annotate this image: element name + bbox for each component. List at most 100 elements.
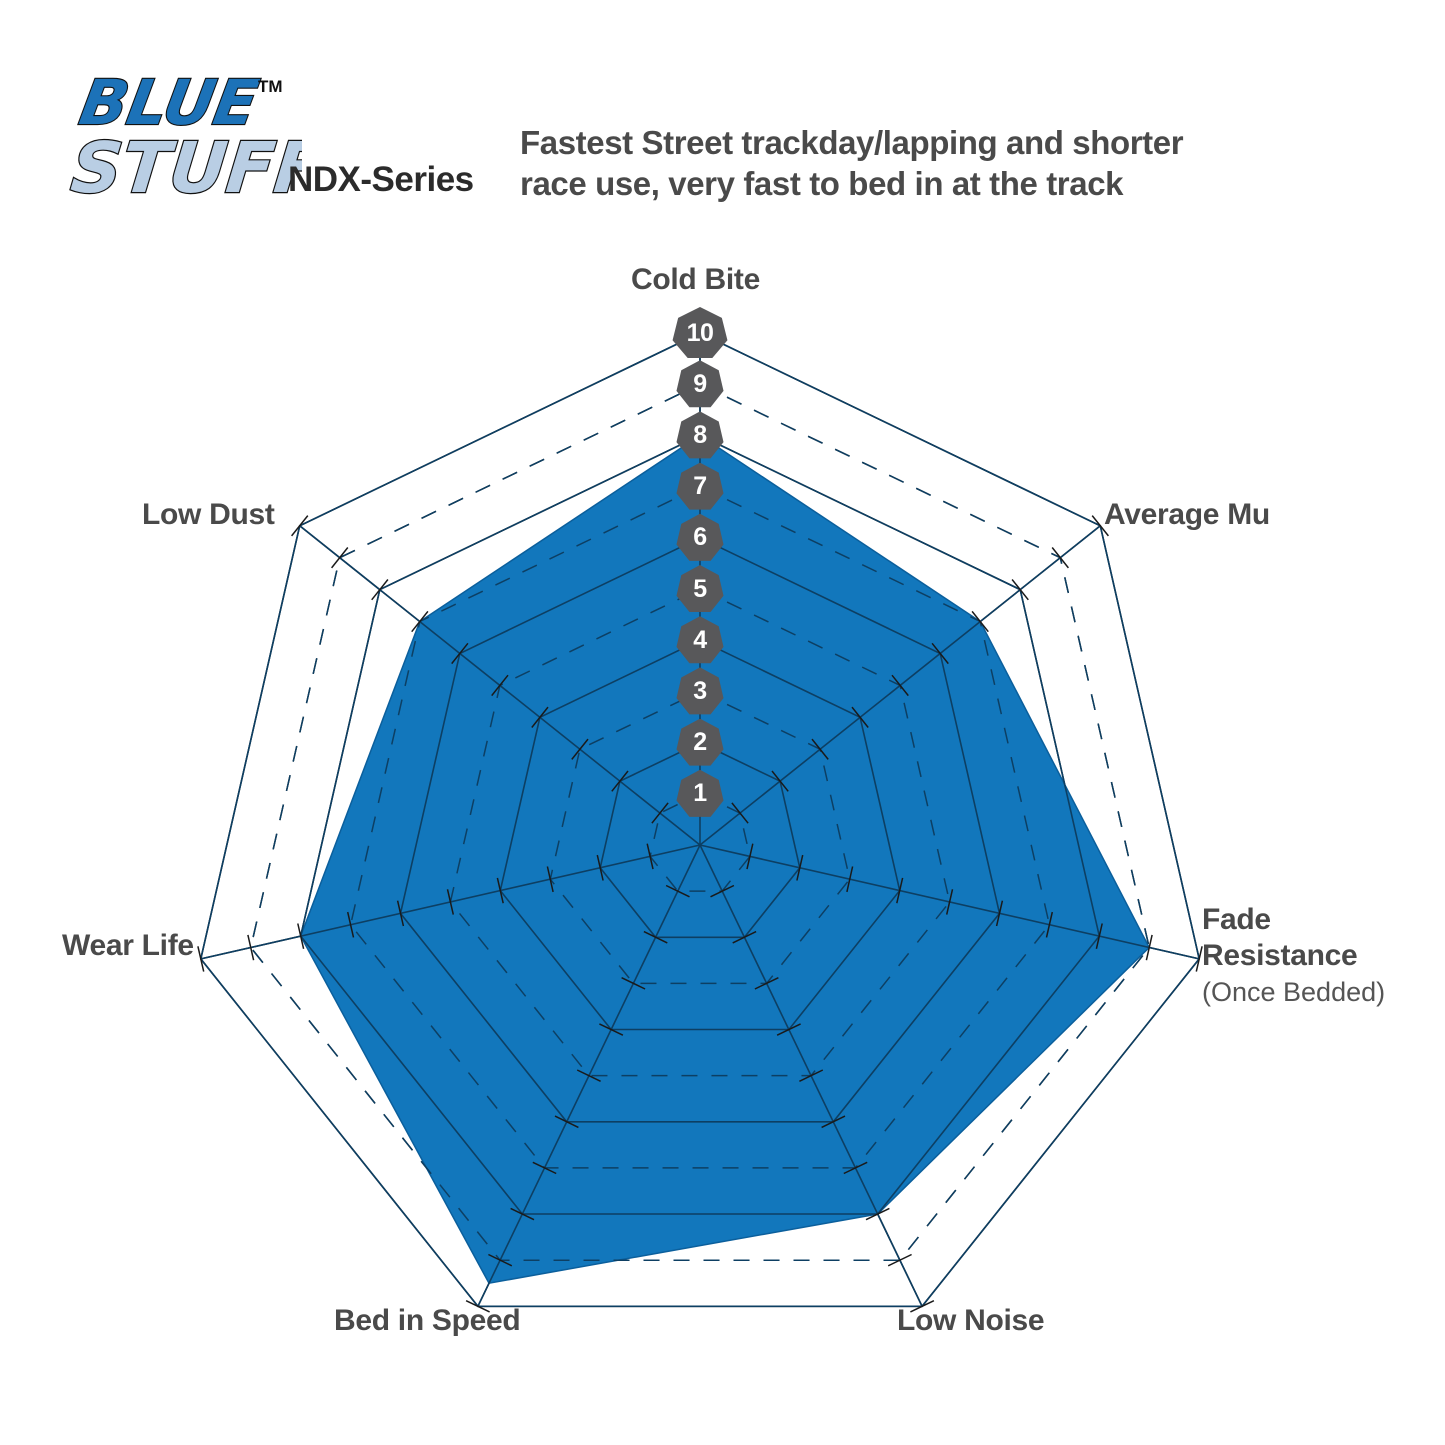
scale-marker-value: 3 — [693, 676, 707, 705]
axis-tick-1-6 — [931, 642, 949, 665]
axis-tick-1-3 — [811, 738, 829, 760]
axis-tick-4-8 — [510, 1207, 535, 1221]
axis-tick-2-10 — [1195, 946, 1203, 972]
axis-tick-6-6 — [451, 642, 469, 665]
scale-marker-3: 3 — [676, 667, 724, 715]
axis-tick-5-1 — [646, 843, 654, 870]
axis-tick-6-10 — [291, 515, 309, 537]
axis-tick-2-7 — [1045, 911, 1054, 938]
headline-line-1: Fastest Street trackday/lapping and shor… — [520, 124, 1184, 161]
axis-tick-2-2 — [796, 854, 804, 881]
axis-tick-1-2 — [771, 770, 789, 792]
logo-word-stuff: STUFF — [66, 126, 302, 210]
svg-text:BLUE: BLUE — [75, 66, 264, 138]
axis-tick-2-9 — [1145, 934, 1153, 961]
axis-tick-6-3 — [571, 738, 589, 760]
scale-marker-value: 10 — [686, 318, 714, 347]
scale-marker-value: 2 — [693, 728, 707, 757]
axis-tick-3-3 — [754, 977, 779, 990]
axis-tick-2-6 — [995, 900, 1004, 927]
axis-tick-1-7 — [971, 610, 989, 633]
grid-ring-10 — [199, 332, 1201, 1308]
axis-tick-6-7 — [411, 610, 429, 633]
fade-label-sublabel: (Once Bedded) — [1202, 977, 1386, 1007]
axis-tick-2-5 — [945, 889, 954, 915]
data-polygon — [299, 434, 1151, 1285]
scale-marker-value: 8 — [693, 420, 707, 449]
trademark-symbol: TM — [258, 77, 283, 96]
axis-tick-5-10 — [197, 946, 205, 972]
axis-tick-2-8 — [1095, 923, 1103, 949]
axis-tick-3-9 — [887, 1253, 912, 1267]
axis-tick-6-5 — [491, 674, 509, 697]
scale-marker-2: 2 — [676, 718, 724, 767]
axis-tick-6-2 — [611, 770, 629, 792]
logo-svg: BLUE STUFF TM — [66, 65, 302, 210]
axis-tick-6-4 — [531, 706, 549, 728]
axis-tick-3-1 — [710, 884, 735, 898]
grid-rings-overlay — [199, 332, 1201, 1308]
scale-marker-value: 6 — [693, 523, 707, 552]
axis-tick-1-1 — [731, 802, 749, 824]
scale-marker-9: 9 — [676, 360, 724, 408]
axis-tick-5-8 — [297, 923, 305, 949]
scale-marker-4: 4 — [676, 616, 724, 664]
axis-tick-4-3 — [621, 977, 646, 990]
axis-label-bed-in-speed: Bed in Speed — [334, 1304, 521, 1337]
axis-tick-1-8 — [1011, 579, 1029, 601]
scale-marker-value: 7 — [693, 472, 707, 501]
scale-marker-6: 6 — [676, 513, 724, 562]
scale-marker-value: 5 — [693, 574, 707, 603]
axis-tick-6-1 — [651, 802, 669, 824]
axis-tick-4-10 — [465, 1300, 490, 1313]
scale-marker-7: 7 — [676, 462, 724, 511]
grid-ring-2 — [599, 741, 801, 939]
axis-tick-6-9 — [331, 547, 349, 569]
axis-tick-6-8 — [371, 579, 389, 601]
blue-stuff-logo: BLUE STUFF TM — [62, 52, 302, 212]
axis-label-low-noise: Low Noise — [897, 1304, 1045, 1337]
headline: Fastest Street trackday/lapping and shor… — [520, 122, 1260, 204]
axis-tick-2-3 — [846, 866, 854, 893]
logo-word-blue: BLUE — [74, 65, 265, 140]
axis-tick-3-6 — [821, 1115, 846, 1129]
axis-tick-5-9 — [247, 934, 255, 961]
axis-tick-1-9 — [1051, 547, 1069, 569]
grid-ring-7 — [349, 485, 1051, 1169]
grid-ring-4 — [499, 639, 901, 1031]
axis-tick-5-6 — [396, 900, 405, 927]
axis-tick-4-4 — [599, 1023, 624, 1036]
scale-marker-value: 1 — [693, 779, 707, 808]
scale-marker-value: 9 — [693, 369, 707, 398]
axis-tick-3-8 — [865, 1207, 890, 1221]
axis-tick-2-4 — [896, 877, 904, 904]
axis-tick-1-4 — [851, 706, 869, 728]
axis-tick-3-10 — [910, 1300, 935, 1313]
axis-tick-1-10 — [1091, 515, 1109, 537]
scale-marker-value: 4 — [693, 625, 707, 654]
axis-label-average-mu: Average Mu — [1104, 498, 1270, 531]
axis-tick-4-9 — [488, 1253, 513, 1267]
grid-ring-8 — [299, 434, 1101, 1215]
axis-tick-4-7 — [532, 1161, 557, 1175]
axis-tick-3-7 — [843, 1161, 868, 1175]
grid-ring-1 — [649, 792, 751, 892]
headline-line-2: race use, very fast to bed in at the tra… — [520, 165, 1124, 202]
grid-ring-6 — [399, 536, 1001, 1123]
axis-label-low-dust: Low Dust — [142, 498, 275, 531]
grid-ring-3 — [549, 690, 851, 985]
axis-tick-4-1 — [665, 884, 690, 898]
axis-tick-5-3 — [546, 866, 554, 893]
scale-marker-8: 8 — [676, 411, 724, 459]
scale-marker-1: 1 — [676, 769, 724, 818]
svg-text:STUFF: STUFF — [68, 127, 302, 209]
grid-ring-5 — [449, 588, 951, 1077]
axis-label-wear-life: Wear Life — [62, 929, 194, 962]
axis-label-fade-resistance: Fade Resistance (Once Bedded) — [1202, 902, 1385, 1010]
scale-marker-10: 10 — [672, 307, 728, 359]
fade-label-line-2: Resistance — [1202, 939, 1358, 972]
axis-tick-3-4 — [776, 1023, 801, 1036]
